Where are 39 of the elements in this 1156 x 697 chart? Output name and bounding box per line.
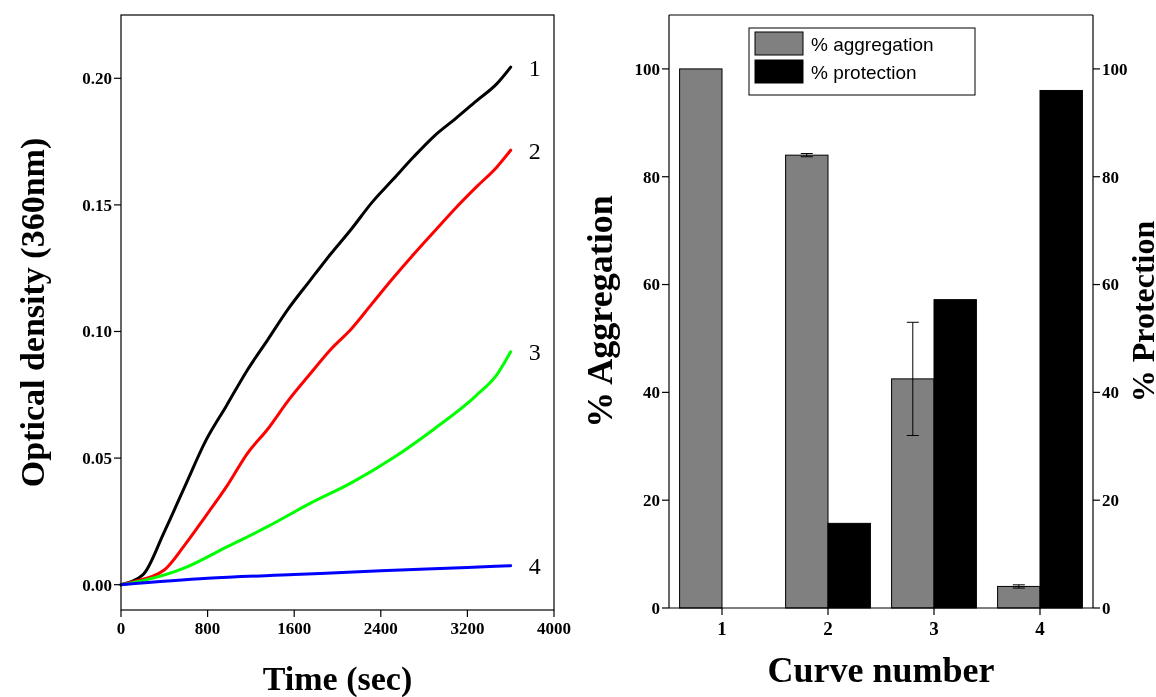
y-tick-label: 60 xyxy=(642,275,660,295)
y-tick-label: 0 xyxy=(651,598,660,618)
x-tick-label: 800 xyxy=(194,619,221,638)
x-tick-label: 4000 xyxy=(537,619,571,638)
x-tick-label: 1600 xyxy=(277,619,312,638)
y2-tick-label: 40 xyxy=(1102,383,1120,403)
y2-tick-label: 100 xyxy=(1102,59,1128,79)
x-axis-title: Time (sec) xyxy=(262,660,413,697)
y2-tick-label: 0 xyxy=(1102,598,1111,618)
y-axis-title: % Aggregation xyxy=(580,195,620,428)
line-series xyxy=(119,564,513,587)
y-axis-title: Optical density (360nm) xyxy=(14,137,52,488)
x-tick-label: 3 xyxy=(929,618,939,639)
y2-tick-label: 60 xyxy=(1102,275,1120,295)
y-tick-label: 0.20 xyxy=(82,69,112,89)
series-label: 3 xyxy=(528,339,541,366)
y-tick-label: 100 xyxy=(634,59,660,79)
y-tick-label: 0.00 xyxy=(82,575,112,595)
y-tick-label: 0.05 xyxy=(82,449,112,469)
x-tick-label: 2 xyxy=(823,618,833,639)
series-label: 4 xyxy=(528,553,541,580)
x-tick-label: 4 xyxy=(1035,618,1046,639)
y2-axis-title: % Protection xyxy=(1125,220,1156,403)
series-label: 2 xyxy=(528,137,541,164)
x-tick-label: 2400 xyxy=(363,619,398,638)
y2-tick-label: 80 xyxy=(1102,167,1120,187)
y2-tick-label: 20 xyxy=(1102,491,1120,511)
series-label: 1 xyxy=(528,54,541,81)
y-tick-label: 0.10 xyxy=(82,322,112,342)
x-tick-label: 3200 xyxy=(450,619,485,638)
x-tick-label: 1 xyxy=(717,618,727,639)
legend-label: % aggregation xyxy=(811,33,934,55)
x-tick-label: 0 xyxy=(116,619,126,638)
y-tick-label: 40 xyxy=(642,383,660,403)
y-tick-label: 0.15 xyxy=(82,195,112,215)
legend-label: % protection xyxy=(811,61,917,83)
y-tick-label: 20 xyxy=(642,491,660,511)
x-axis-title: Curve number xyxy=(767,650,995,690)
y-tick-label: 80 xyxy=(642,167,660,187)
